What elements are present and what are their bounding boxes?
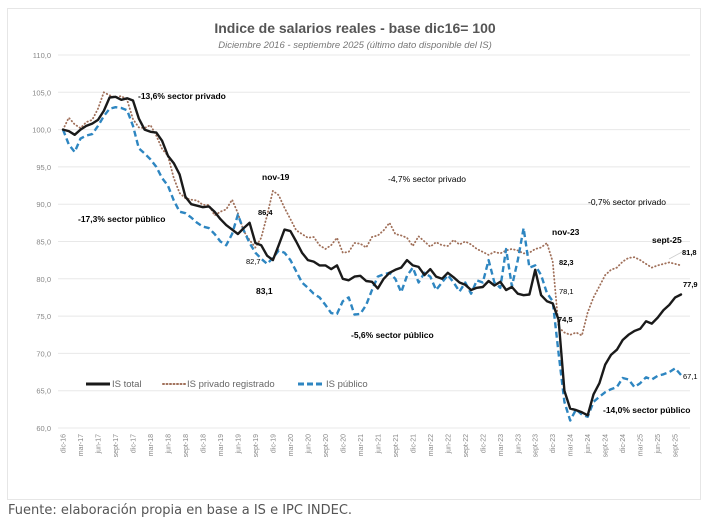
x-tick-label: sept-22 xyxy=(463,434,470,457)
legend-label-public: IS público xyxy=(326,379,368,390)
x-tick-label: sept-24 xyxy=(603,434,610,457)
x-tick-label: sept-23 xyxy=(533,434,540,457)
x-tick-label: jun-18 xyxy=(165,434,172,455)
x-tick-label: sept-21 xyxy=(393,434,400,457)
x-tick-label: jun-17 xyxy=(95,434,102,455)
x-tick-label: jun-25 xyxy=(655,434,662,455)
x-tick-label: mar-22 xyxy=(428,434,435,456)
annotation-public-2018: -17,3% sector público xyxy=(78,214,165,224)
source-note: Fuente: elaboración propia en base a IS … xyxy=(8,503,353,518)
y-tick-label: 95,0 xyxy=(36,163,51,172)
x-tick-label: sept-18 xyxy=(183,434,190,457)
label-public-nov19: 82,7 xyxy=(246,257,261,266)
x-tick-label: mar-17 xyxy=(78,434,85,456)
label-private-nov19: 86,4 xyxy=(258,208,273,217)
annotation-public-2019-2023: -5,6% sector público xyxy=(351,330,434,340)
x-tick-label: jun-21 xyxy=(375,434,382,455)
chart-title: Indice de salarios reales - base dic16= … xyxy=(214,20,496,36)
annotation-public-2023-2025: -14,0% sector público xyxy=(603,405,690,415)
x-tick-label: dic-21 xyxy=(410,434,417,453)
label-private-sept25: 81,8 xyxy=(682,248,697,257)
x-tick-label: sept-20 xyxy=(323,434,330,457)
x-tick-label: jun-22 xyxy=(445,434,452,455)
label-total-nov19: 83,1 xyxy=(256,286,273,296)
x-tick-label: sept-19 xyxy=(253,434,260,457)
series-line-is-total xyxy=(61,95,683,417)
x-tick-label: mar-18 xyxy=(148,434,155,456)
x-tick-label: mar-24 xyxy=(568,434,575,456)
annotation-sept25: sept-25 xyxy=(652,235,682,245)
salary-index-chart: Indice de salarios reales - base dic16= … xyxy=(32,20,698,457)
x-tick-label: dic-23 xyxy=(550,434,557,453)
legend: IS total IS privado registrado IS públic… xyxy=(86,379,368,390)
x-tick-label: jun-23 xyxy=(515,434,522,455)
y-tick-label: 70,0 xyxy=(36,349,51,358)
x-tick-label: sept-17 xyxy=(113,434,120,457)
legend-label-total: IS total xyxy=(112,379,142,390)
y-tick-label: 60,0 xyxy=(36,424,51,433)
x-tick-label: jun-19 xyxy=(235,434,242,455)
label-public-sept25: 67,1 xyxy=(683,372,698,381)
y-tick-label: 100,0 xyxy=(32,126,51,135)
x-tick-label: sept-25 xyxy=(673,434,680,457)
annotation-nov19: nov-19 xyxy=(262,172,290,182)
x-tick-label: jun-20 xyxy=(305,434,312,455)
annotation-nov23: nov-23 xyxy=(552,227,580,237)
annotation-private-2023-2025: -0,7% sector privado xyxy=(588,197,666,207)
x-tick-label: dic-24 xyxy=(620,434,627,453)
x-tick-label: dic-18 xyxy=(200,434,207,453)
x-tick-label: mar-19 xyxy=(218,434,225,456)
x-tick-label: mar-23 xyxy=(498,434,505,456)
annotation-private-2019-2023: -4,7% sector privado xyxy=(388,174,466,184)
x-tick-label: mar-20 xyxy=(288,434,295,456)
y-tick-label: 75,0 xyxy=(36,312,51,321)
x-tick-label: dic-19 xyxy=(270,434,277,453)
label-total-sept25: 77,9 xyxy=(683,280,698,289)
series-line-is-p-blico xyxy=(61,106,682,422)
leader-line-private-sept25 xyxy=(668,251,683,260)
x-tick-label: dic-17 xyxy=(130,434,137,453)
chart-frame xyxy=(7,8,701,500)
x-tick-label: dic-22 xyxy=(480,434,487,453)
x-tick-label: mar-25 xyxy=(638,434,645,456)
label-private-nov23: 82,3 xyxy=(559,258,574,267)
y-tick-label: 65,0 xyxy=(36,387,51,396)
x-tick-label: mar-21 xyxy=(358,434,365,456)
y-tick-label: 80,0 xyxy=(36,275,51,284)
x-tick-label: jun-24 xyxy=(585,434,592,455)
y-tick-label: 110,0 xyxy=(33,51,51,60)
y-tick-label: 90,0 xyxy=(36,200,51,209)
label-public-nov23: 78,1 xyxy=(559,287,574,296)
chart-subtitle: Diciembre 2016 - septiembre 2025 (último… xyxy=(218,40,492,51)
x-tick-label: dic-16 xyxy=(61,434,68,453)
legend-label-private: IS privado registrado xyxy=(187,379,275,390)
y-tick-label: 105,0 xyxy=(32,88,51,97)
label-total-nov23: 74,5 xyxy=(558,315,573,324)
x-tick-label: dic-20 xyxy=(340,434,347,453)
y-tick-label: 85,0 xyxy=(36,238,51,247)
annotation-private-2018: -13,6% sector privado xyxy=(138,91,226,101)
